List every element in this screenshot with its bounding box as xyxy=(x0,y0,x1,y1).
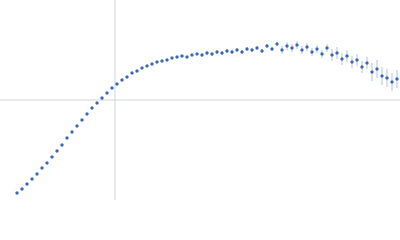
data-point xyxy=(15,191,19,195)
data-point xyxy=(85,112,89,116)
data-point xyxy=(305,45,309,49)
data-point xyxy=(265,44,269,48)
data-point xyxy=(125,75,129,79)
data-point xyxy=(80,118,84,122)
data-point xyxy=(350,60,354,64)
data-point xyxy=(300,48,304,52)
data-point xyxy=(205,51,209,55)
data-point xyxy=(25,182,29,186)
data-point xyxy=(145,64,149,68)
data-point xyxy=(45,161,49,165)
data-point xyxy=(360,65,364,69)
data-point xyxy=(155,60,159,64)
data-point xyxy=(215,50,219,54)
data-point xyxy=(325,46,329,50)
chart xyxy=(0,0,400,200)
data-point xyxy=(185,55,189,59)
data-point xyxy=(260,49,264,53)
data-point xyxy=(130,71,134,75)
data-point xyxy=(150,62,154,66)
data-point xyxy=(200,53,204,57)
data-point xyxy=(250,48,254,52)
data-point xyxy=(280,48,284,52)
data-point xyxy=(290,46,294,50)
data-point xyxy=(55,149,59,153)
data-point xyxy=(245,47,249,51)
data-point xyxy=(285,44,289,48)
data-point xyxy=(395,77,399,81)
data-point xyxy=(295,43,299,47)
data-point xyxy=(330,53,334,57)
data-point xyxy=(140,66,144,70)
data-point xyxy=(160,59,164,63)
data-point xyxy=(315,47,319,51)
data-point xyxy=(235,48,239,52)
data-point xyxy=(20,187,24,191)
data-point xyxy=(375,67,379,71)
data-point xyxy=(115,82,119,86)
data-point xyxy=(270,47,274,51)
data-point xyxy=(365,61,369,65)
data-point xyxy=(120,78,124,82)
data-point xyxy=(310,50,314,54)
data-point xyxy=(355,58,359,62)
data-point xyxy=(90,106,94,110)
data-point xyxy=(110,86,114,90)
data-point xyxy=(230,50,234,54)
data-point xyxy=(320,52,324,56)
data-point xyxy=(95,101,99,105)
data-point xyxy=(190,53,194,57)
data-point xyxy=(220,51,224,55)
data-point xyxy=(255,46,259,50)
data-point xyxy=(40,166,44,170)
data-point xyxy=(105,91,109,95)
data-point xyxy=(390,80,394,84)
data-point xyxy=(335,51,339,55)
data-point xyxy=(225,49,229,53)
data-point xyxy=(170,56,174,60)
data-point xyxy=(370,70,374,74)
data-point xyxy=(240,50,244,54)
data-point xyxy=(60,143,64,147)
data-point xyxy=(210,52,214,56)
data-point xyxy=(100,96,104,100)
data-point xyxy=(195,52,199,56)
data-point xyxy=(65,136,69,140)
data-point xyxy=(135,69,139,73)
data-point xyxy=(380,74,384,78)
data-point xyxy=(275,42,279,46)
data-point xyxy=(180,54,184,58)
data-point xyxy=(75,124,79,128)
data-point xyxy=(345,54,349,58)
data-point xyxy=(35,172,39,176)
data-point xyxy=(70,130,74,134)
data-point xyxy=(385,76,389,80)
data-point xyxy=(340,57,344,61)
data-point xyxy=(30,177,34,181)
data-point xyxy=(175,55,179,59)
data-point xyxy=(165,58,169,62)
data-point xyxy=(50,155,54,159)
